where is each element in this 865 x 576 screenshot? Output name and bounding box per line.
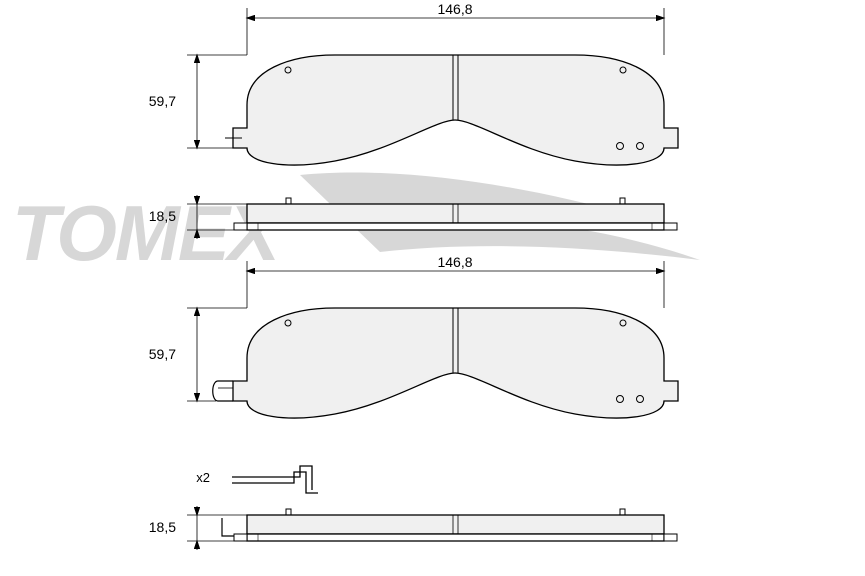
watermark-text-main: TOMEX bbox=[12, 189, 284, 277]
clip-count-label: x2 bbox=[196, 470, 210, 485]
pad2-body bbox=[233, 308, 678, 418]
pad1-height-dim: 59,7 bbox=[149, 55, 247, 148]
pad1-width-dim: 146,8 bbox=[247, 1, 664, 55]
pad2-height-dim: 59,7 bbox=[149, 308, 247, 401]
pad1-profile-body bbox=[247, 204, 664, 223]
pad2-profile bbox=[222, 509, 677, 541]
pad2-width-label: 146,8 bbox=[437, 254, 472, 270]
pad2-profile-body bbox=[247, 515, 664, 534]
pad1-body bbox=[233, 55, 678, 165]
pad2-height-label: 59,7 bbox=[149, 346, 176, 362]
pad2-clip: x2 bbox=[196, 466, 318, 493]
pad2-wear-clip bbox=[213, 381, 233, 401]
pad1-thick-label: 18,5 bbox=[149, 208, 176, 224]
pad1-height-label: 59,7 bbox=[149, 93, 176, 109]
pad2-thick-label: 18,5 bbox=[149, 519, 176, 535]
pad2-profile-back bbox=[247, 534, 664, 541]
pad1-front bbox=[225, 55, 678, 165]
pad1-width-label: 146,8 bbox=[437, 1, 472, 17]
pad2-front bbox=[213, 308, 678, 418]
pad1-profile-back bbox=[247, 223, 664, 230]
pad2-width-dim: 146,8 bbox=[247, 254, 664, 308]
pad2-thick-dim: 18,5 bbox=[149, 506, 247, 550]
